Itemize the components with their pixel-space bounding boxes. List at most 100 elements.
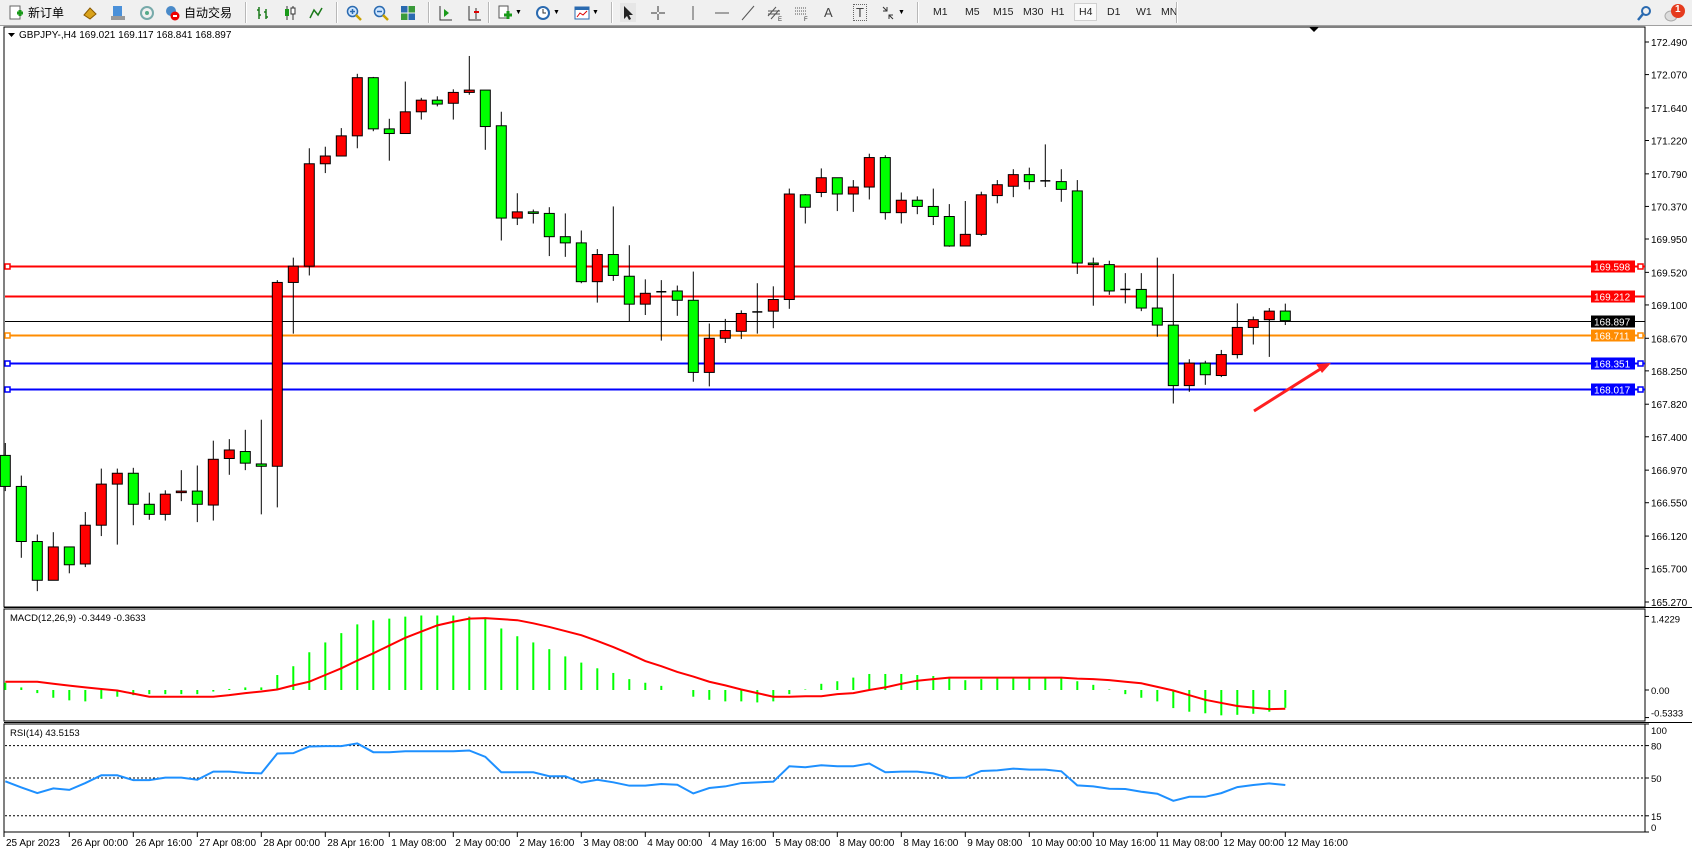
chart-shift-button[interactable] <box>466 3 482 22</box>
line-handle[interactable] <box>4 263 11 270</box>
candle-body <box>175 490 187 494</box>
time-axis-label: 9 May 08:00 <box>967 838 1022 849</box>
time-axis-label: 4 May 16:00 <box>711 838 766 849</box>
candle-body <box>287 265 299 283</box>
candle-body <box>879 157 891 214</box>
main-price-pane[interactable] <box>3 26 1646 608</box>
channel-button[interactable]: E <box>767 3 783 23</box>
candle <box>767 286 779 329</box>
timeframe-w1[interactable]: W1 <box>1136 6 1152 18</box>
candle-body <box>191 490 203 505</box>
candle-body <box>1023 174 1035 183</box>
time-axis-label: 3 May 08:00 <box>583 838 638 849</box>
candle <box>143 492 155 520</box>
line-handle[interactable] <box>1637 263 1644 270</box>
text-tool-button[interactable]: A <box>824 3 833 22</box>
trendline-button[interactable] <box>740 3 756 22</box>
candle <box>719 318 731 343</box>
tile-icon <box>400 5 416 21</box>
text-tool-label: A <box>824 5 833 20</box>
line-handle[interactable] <box>4 332 11 339</box>
auto-scroll-icon <box>437 5 453 21</box>
timeframe-m5[interactable]: M5 <box>965 6 980 18</box>
macd-pane[interactable] <box>3 608 1646 722</box>
horizontal-line-button[interactable] <box>714 3 730 22</box>
time-axis-label: 2 May 00:00 <box>455 838 510 849</box>
chart-shift-marker-icon[interactable] <box>1309 27 1319 32</box>
timeframe-m1[interactable]: M1 <box>933 6 948 18</box>
candle <box>1071 180 1083 274</box>
market-watch-button[interactable] <box>82 3 98 22</box>
auto-scroll-button[interactable] <box>437 3 453 22</box>
candle <box>591 249 603 303</box>
auto-trading-button[interactable]: 自动交易 <box>164 3 232 22</box>
line-handle[interactable] <box>1637 386 1644 393</box>
periods-button[interactable]: ▼ <box>535 3 560 22</box>
candle <box>191 465 203 523</box>
candle <box>319 146 331 174</box>
candle-body <box>831 177 843 195</box>
line-handle[interactable] <box>4 386 11 393</box>
fibonacci-button[interactable]: F <box>794 3 810 23</box>
candle <box>175 470 187 502</box>
macd-label: MACD(12,26,9) -0.3449 -0.3633 <box>10 613 146 624</box>
timeframe-m30[interactable]: M30 <box>1023 6 1044 18</box>
candle-body <box>671 290 683 301</box>
price-label-box <box>1591 329 1635 342</box>
signals-button[interactable] <box>139 3 155 22</box>
svg-text:F: F <box>804 17 808 21</box>
candle <box>607 206 619 281</box>
candle-body <box>543 212 555 238</box>
indicators-button[interactable]: ▼ <box>497 3 522 22</box>
bar-chart-button[interactable] <box>255 3 271 22</box>
price-tick-label: 170.370 <box>1651 202 1688 213</box>
toolbar-divider <box>611 2 613 23</box>
terminal-button[interactable] <box>110 3 126 22</box>
label-tool-button[interactable]: T <box>853 3 867 22</box>
vertical-line-button[interactable] <box>685 3 701 22</box>
timeframe-h4[interactable]: H4 <box>1074 3 1098 21</box>
crosshair-button[interactable] <box>650 3 666 22</box>
templates-button[interactable]: ▼ <box>574 3 599 22</box>
search-button[interactable] <box>1636 3 1652 22</box>
tile-windows-button[interactable] <box>400 3 416 22</box>
line-handle[interactable] <box>4 360 11 367</box>
collapse-triangle-icon[interactable] <box>8 33 15 37</box>
timeframe-d1[interactable]: D1 <box>1107 6 1121 18</box>
price-tick-label: 170.790 <box>1651 170 1688 181</box>
timeframe-m15[interactable]: M15 <box>993 6 1014 18</box>
candle <box>815 168 827 198</box>
line-chart-button[interactable] <box>308 3 324 22</box>
line-handle[interactable] <box>1637 360 1644 367</box>
price-label-box <box>1591 260 1635 273</box>
candle <box>479 89 491 150</box>
red-arrow-annotation[interactable] <box>1253 363 1331 413</box>
notifications-button[interactable]: 1 <box>1664 3 1686 22</box>
candlestick-button[interactable] <box>282 3 298 22</box>
chart-window[interactable]: GBPJPY-,H4 169.021 169.117 168.841 168.8… <box>0 26 1692 855</box>
arrows-icon <box>880 5 896 21</box>
timeframe-mn[interactable]: MN <box>1161 6 1178 18</box>
candle-body <box>1135 288 1147 309</box>
candle-body <box>1167 324 1179 387</box>
cursor-button[interactable] <box>620 3 636 22</box>
candle-body <box>31 541 43 581</box>
timeframe-h1[interactable]: H1 <box>1051 6 1065 18</box>
candle <box>1103 260 1115 295</box>
candle-body <box>799 194 811 208</box>
zoom-out-button[interactable] <box>373 3 389 22</box>
candle-body <box>1215 354 1227 377</box>
candle <box>1183 359 1195 392</box>
line-handle[interactable] <box>1637 332 1644 339</box>
fibonacci-icon: F <box>794 5 810 23</box>
price-tick-label: 166.970 <box>1651 466 1688 477</box>
candle <box>1231 303 1243 359</box>
candle-body <box>1279 310 1291 322</box>
zoom-in-button[interactable] <box>346 3 362 22</box>
candle <box>95 468 107 537</box>
arrows-button[interactable]: ▼ <box>880 3 905 22</box>
candle-body <box>447 91 459 104</box>
candle <box>79 512 91 568</box>
candle <box>1279 303 1291 326</box>
new-order-button[interactable]: 新订单 <box>8 3 64 22</box>
